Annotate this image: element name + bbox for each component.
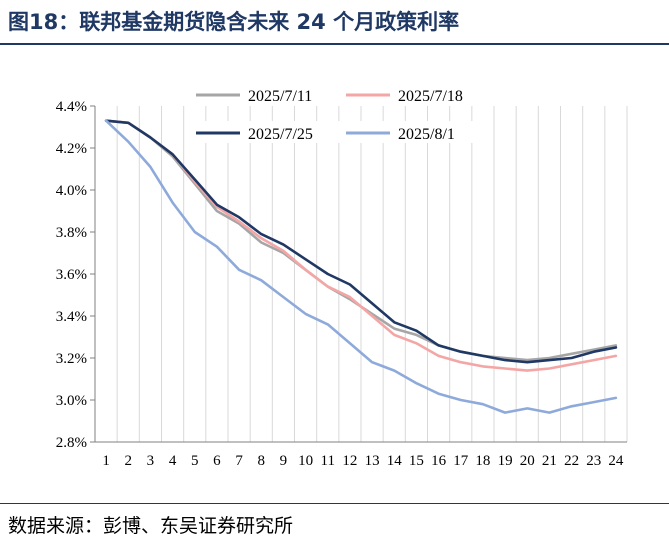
legend-label: 2025/7/11 (248, 88, 312, 105)
title-rule (0, 43, 669, 45)
chart: 2.8%3.0%3.2%3.4%3.6%3.8%4.0%4.2%4.4%1 2 3 4… (55, 83, 628, 469)
x-tick-label: 21 (542, 453, 557, 469)
y-tick-label: 3.4% (56, 309, 87, 325)
x-tick-label: 13 (365, 453, 380, 469)
y-tick-label: 3.8% (56, 225, 87, 241)
source-note: 数据来源：彭博、东吴证券研究所 (8, 515, 294, 537)
x-tick-label: 17 (453, 453, 469, 469)
x-tick-label: 15 (409, 453, 424, 469)
x-tick-label: 4 (169, 453, 177, 469)
y-tick-label: 4.0% (56, 183, 87, 199)
x-tick-label: 24 (608, 453, 624, 469)
x-tick-label: 14 (387, 453, 403, 469)
x-tick-label: 2 (125, 453, 133, 469)
x-tick-label: 20 (520, 453, 535, 469)
legend-background (192, 121, 342, 143)
x-tick-label: 1 (102, 453, 110, 469)
grid (116, 106, 628, 442)
x-tick-label: 8 (258, 453, 266, 469)
x-tick-label: 5 (191, 453, 199, 469)
x-tick-label: 16 (431, 453, 447, 469)
x-tick-label: 7 (235, 453, 243, 469)
legend-background (342, 121, 492, 143)
x-tick-label: 23 (586, 453, 601, 469)
x-tick-label: 22 (564, 453, 579, 469)
y-tick-label: 3.2% (56, 351, 87, 367)
y-tick-label: 3.0% (56, 393, 87, 409)
figure-title: 图18：联邦基金期货隐含未来 24 个月政策利率 (8, 10, 460, 34)
x-tick-label: 12 (342, 453, 357, 469)
x-tick-label: 19 (498, 453, 513, 469)
y-tick-label: 4.4% (56, 99, 87, 115)
y-tick-label: 2.8% (56, 435, 87, 451)
y-tick-label: 4.2% (56, 141, 87, 157)
x-tick-label: 3 (147, 453, 155, 469)
legend-label: 2025/7/25 (248, 126, 313, 143)
series-line-3 (104, 119, 618, 364)
legend-background (342, 83, 492, 105)
x-tick-label: 11 (321, 453, 335, 469)
y-tick-label: 3.6% (56, 267, 87, 283)
x-tick-label: 18 (475, 453, 490, 469)
legend-background (192, 83, 342, 105)
series-line-4 (104, 119, 618, 414)
x-tick-label: 6 (213, 453, 221, 469)
legend-label: 2025/8/1 (398, 126, 455, 143)
x-tick-label: 10 (298, 453, 313, 469)
legend-label: 2025/7/18 (398, 88, 463, 105)
legend: 2025/7/11 2025/7/18 2025/7/25 2025/8/1 (192, 83, 492, 143)
source-rule (0, 503, 669, 504)
axes: 2.8%3.0%3.2%3.4%3.6%3.8%4.0%4.2%4.4%1 2 3 4… (56, 99, 627, 469)
x-tick-label: 9 (280, 453, 288, 469)
series-lines (104, 119, 618, 414)
